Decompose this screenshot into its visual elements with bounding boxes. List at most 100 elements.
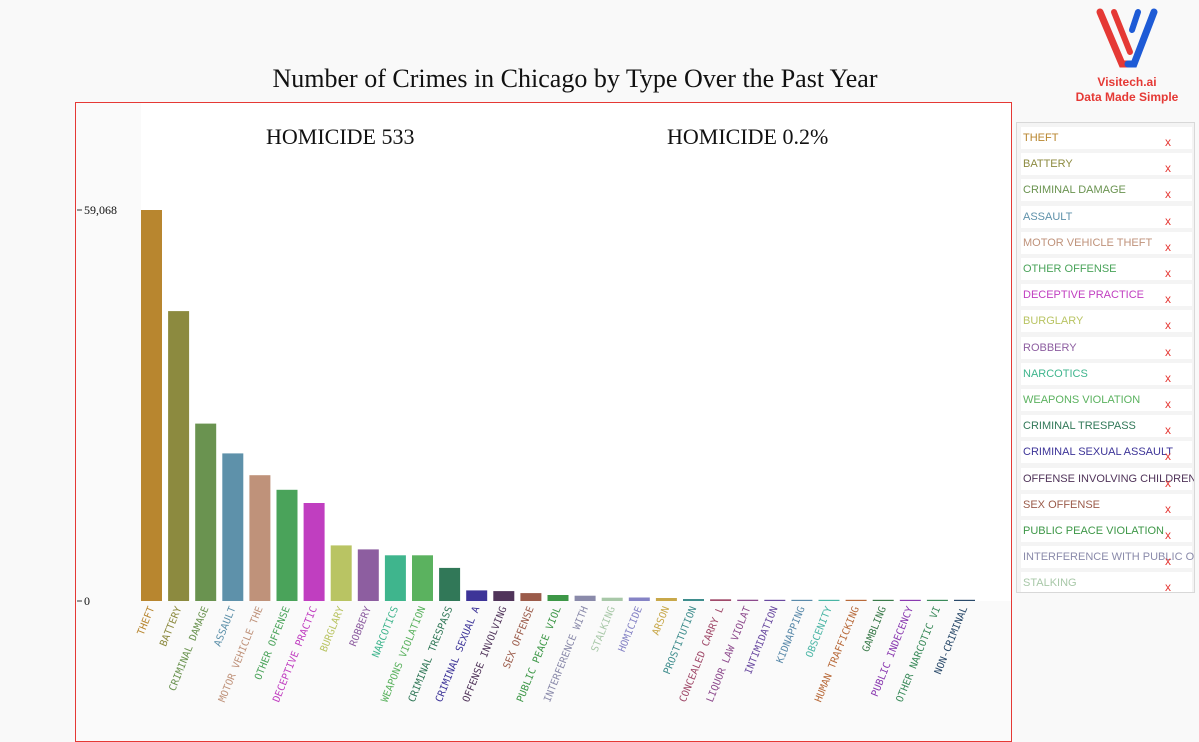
- x-tick-label: THEFT: [136, 605, 157, 637]
- bar-other-narcotic-violation[interactable]: [926, 599, 948, 601]
- legend-item[interactable]: ASSAULT x: [1021, 205, 1192, 228]
- brand-name: Visitech.ai: [1097, 75, 1157, 89]
- bar-criminal-trespass[interactable]: [439, 567, 461, 601]
- x-tick-label: BURGLARY: [319, 605, 347, 654]
- brand-tagline: Data Made Simple: [1075, 90, 1179, 104]
- legend-label: BURGLARY: [1023, 315, 1084, 328]
- remove-icon[interactable]: x: [1165, 423, 1171, 438]
- legend-item[interactable]: CRIMINAL TRESPASS x: [1021, 415, 1192, 438]
- legend-label: WEAPONS VIOLATION: [1023, 394, 1141, 406]
- x-tick-label: ASSAULT: [213, 605, 239, 648]
- legend-label: MOTOR VEHICLE THEFT: [1023, 236, 1153, 249]
- remove-icon[interactable]: x: [1165, 475, 1171, 490]
- bar-narcotics[interactable]: [384, 555, 406, 601]
- bar-concealed-carry-license-violation[interactable]: [710, 599, 732, 601]
- legend-item[interactable]: INTERFERENCE WITH PUBLIC OFFICERx: [1021, 546, 1195, 569]
- bar-arson[interactable]: [655, 598, 677, 601]
- legend-item[interactable]: BATTERY x: [1021, 153, 1192, 176]
- bar-other-offense[interactable]: [276, 489, 298, 601]
- remove-icon[interactable]: x: [1165, 239, 1171, 254]
- bar-gambling[interactable]: [872, 599, 894, 601]
- legend-item[interactable]: OTHER OFFENSE x: [1021, 258, 1192, 280]
- legend-label: CRIMINAL DAMAGE: [1023, 184, 1126, 197]
- bar-public-indecency[interactable]: [899, 599, 921, 601]
- bar-burglary[interactable]: [330, 545, 352, 601]
- summary-share: HOMICIDE 0.2%: [667, 124, 828, 149]
- bar-non-criminal[interactable]: [954, 599, 975, 601]
- bar-kidnapping[interactable]: [791, 599, 813, 601]
- remove-icon[interactable]: x: [1165, 292, 1171, 307]
- bar-intimidation[interactable]: [764, 599, 786, 601]
- legend-item[interactable]: STALKING x: [1021, 572, 1192, 593]
- brand-logo: Visitech.ai Data Made Simple: [1062, 6, 1192, 110]
- legend-label: INTERFERENCE WITH PUBLIC OFFICER: [1023, 551, 1195, 564]
- visitech-logo-icon: [1096, 8, 1158, 68]
- remove-icon[interactable]: x: [1165, 449, 1171, 464]
- x-tick-label: GAMBLING: [861, 605, 889, 654]
- bar-sex-offense[interactable]: [520, 593, 542, 601]
- bar-battery[interactable]: [168, 311, 190, 601]
- bar-weapons-violation[interactable]: [412, 555, 433, 601]
- bar-prostitution[interactable]: [683, 599, 704, 601]
- summary-count: HOMICIDE 533: [266, 124, 415, 149]
- chart-title: Number of Crimes in Chicago by Type Over…: [272, 64, 878, 93]
- bar-assault[interactable]: [222, 453, 244, 601]
- legend-item[interactable]: CRIMINAL SEXUAL ASSAULT x: [1021, 441, 1192, 464]
- remove-icon[interactable]: x: [1165, 528, 1171, 542]
- chart-frame: HOMICIDE 533 HOMICIDE 0.2% 0 59,068 THEFT…: [75, 102, 1012, 742]
- legend-item[interactable]: MOTOR VEHICLE THEFT x: [1021, 231, 1192, 254]
- remove-icon[interactable]: x: [1165, 161, 1171, 176]
- legend-item[interactable]: THEFT x: [1021, 127, 1192, 149]
- remove-icon[interactable]: x: [1165, 501, 1171, 516]
- legend-item[interactable]: ROBBERY x: [1021, 336, 1192, 359]
- remove-icon[interactable]: x: [1165, 266, 1171, 280]
- bar-obscenity[interactable]: [818, 599, 840, 601]
- plot-background: [141, 103, 1011, 601]
- remove-icon[interactable]: x: [1165, 580, 1171, 593]
- legend-item[interactable]: CRIMINAL DAMAGE x: [1021, 179, 1192, 202]
- remove-icon[interactable]: x: [1165, 318, 1171, 333]
- legend-label: BATTERY: [1023, 158, 1073, 171]
- remove-icon[interactable]: x: [1165, 370, 1171, 385]
- legend-label: NARCOTICS: [1023, 367, 1088, 380]
- x-tick-label: ARSON: [651, 605, 672, 637]
- legend-item[interactable]: OFFENSE INVOLVING CHILDREN x: [1021, 467, 1195, 490]
- remove-icon[interactable]: x: [1165, 344, 1171, 359]
- legend-item[interactable]: BURGLARY x: [1021, 310, 1192, 333]
- remove-icon[interactable]: x: [1165, 554, 1171, 569]
- bar-homicide[interactable]: [628, 597, 650, 602]
- bar-stalking[interactable]: [601, 597, 623, 601]
- legend-label: SEX OFFENSE: [1023, 498, 1101, 511]
- remove-icon[interactable]: x: [1165, 397, 1171, 411]
- bar-motor-vehicle-theft[interactable]: [249, 475, 271, 601]
- x-tick-label: OBSCENITY: [804, 605, 834, 659]
- legend-item[interactable]: WEAPONS VIOLATION x: [1021, 389, 1192, 411]
- x-tick-label: NARCOTICS: [371, 605, 401, 659]
- legend-label: THEFT: [1023, 132, 1059, 144]
- bar-deceptive-practice[interactable]: [303, 503, 325, 601]
- remove-icon[interactable]: x: [1165, 135, 1171, 149]
- legend-label: OFFENSE INVOLVING CHILDREN: [1023, 472, 1195, 485]
- bar-offense-involving-children[interactable]: [493, 591, 515, 601]
- legend-label: STALKING: [1023, 577, 1077, 590]
- x-tick-label: ROBBERY: [348, 605, 374, 648]
- bar-criminal-sexual-assault[interactable]: [466, 590, 488, 601]
- legend-item[interactable]: DECEPTIVE PRACTICE x: [1021, 284, 1192, 307]
- bar-criminal-damage[interactable]: [195, 423, 217, 601]
- bar-chart: HOMICIDE 533 HOMICIDE 0.2% 0 59,068 THEFT…: [77, 103, 1011, 704]
- legend-label: ROBBERY: [1023, 341, 1077, 354]
- legend-item[interactable]: NARCOTICS x: [1021, 362, 1192, 385]
- legend-item[interactable]: PUBLIC PEACE VIOLATION x: [1021, 520, 1192, 542]
- bar-interference-with-public-officer[interactable]: [574, 595, 596, 601]
- bar-human-trafficking[interactable]: [845, 599, 867, 601]
- x-tick-label: STALKING: [590, 605, 618, 654]
- remove-icon[interactable]: x: [1165, 187, 1171, 202]
- y-tick-label: 59,068: [84, 203, 117, 217]
- bar-liquor-law-violation[interactable]: [737, 599, 759, 601]
- bar-theft[interactable]: [141, 210, 162, 601]
- remove-icon[interactable]: x: [1165, 213, 1171, 228]
- bar-public-peace-violation[interactable]: [547, 595, 569, 601]
- legend-item[interactable]: SEX OFFENSE x: [1021, 493, 1192, 516]
- bar-robbery[interactable]: [357, 549, 379, 601]
